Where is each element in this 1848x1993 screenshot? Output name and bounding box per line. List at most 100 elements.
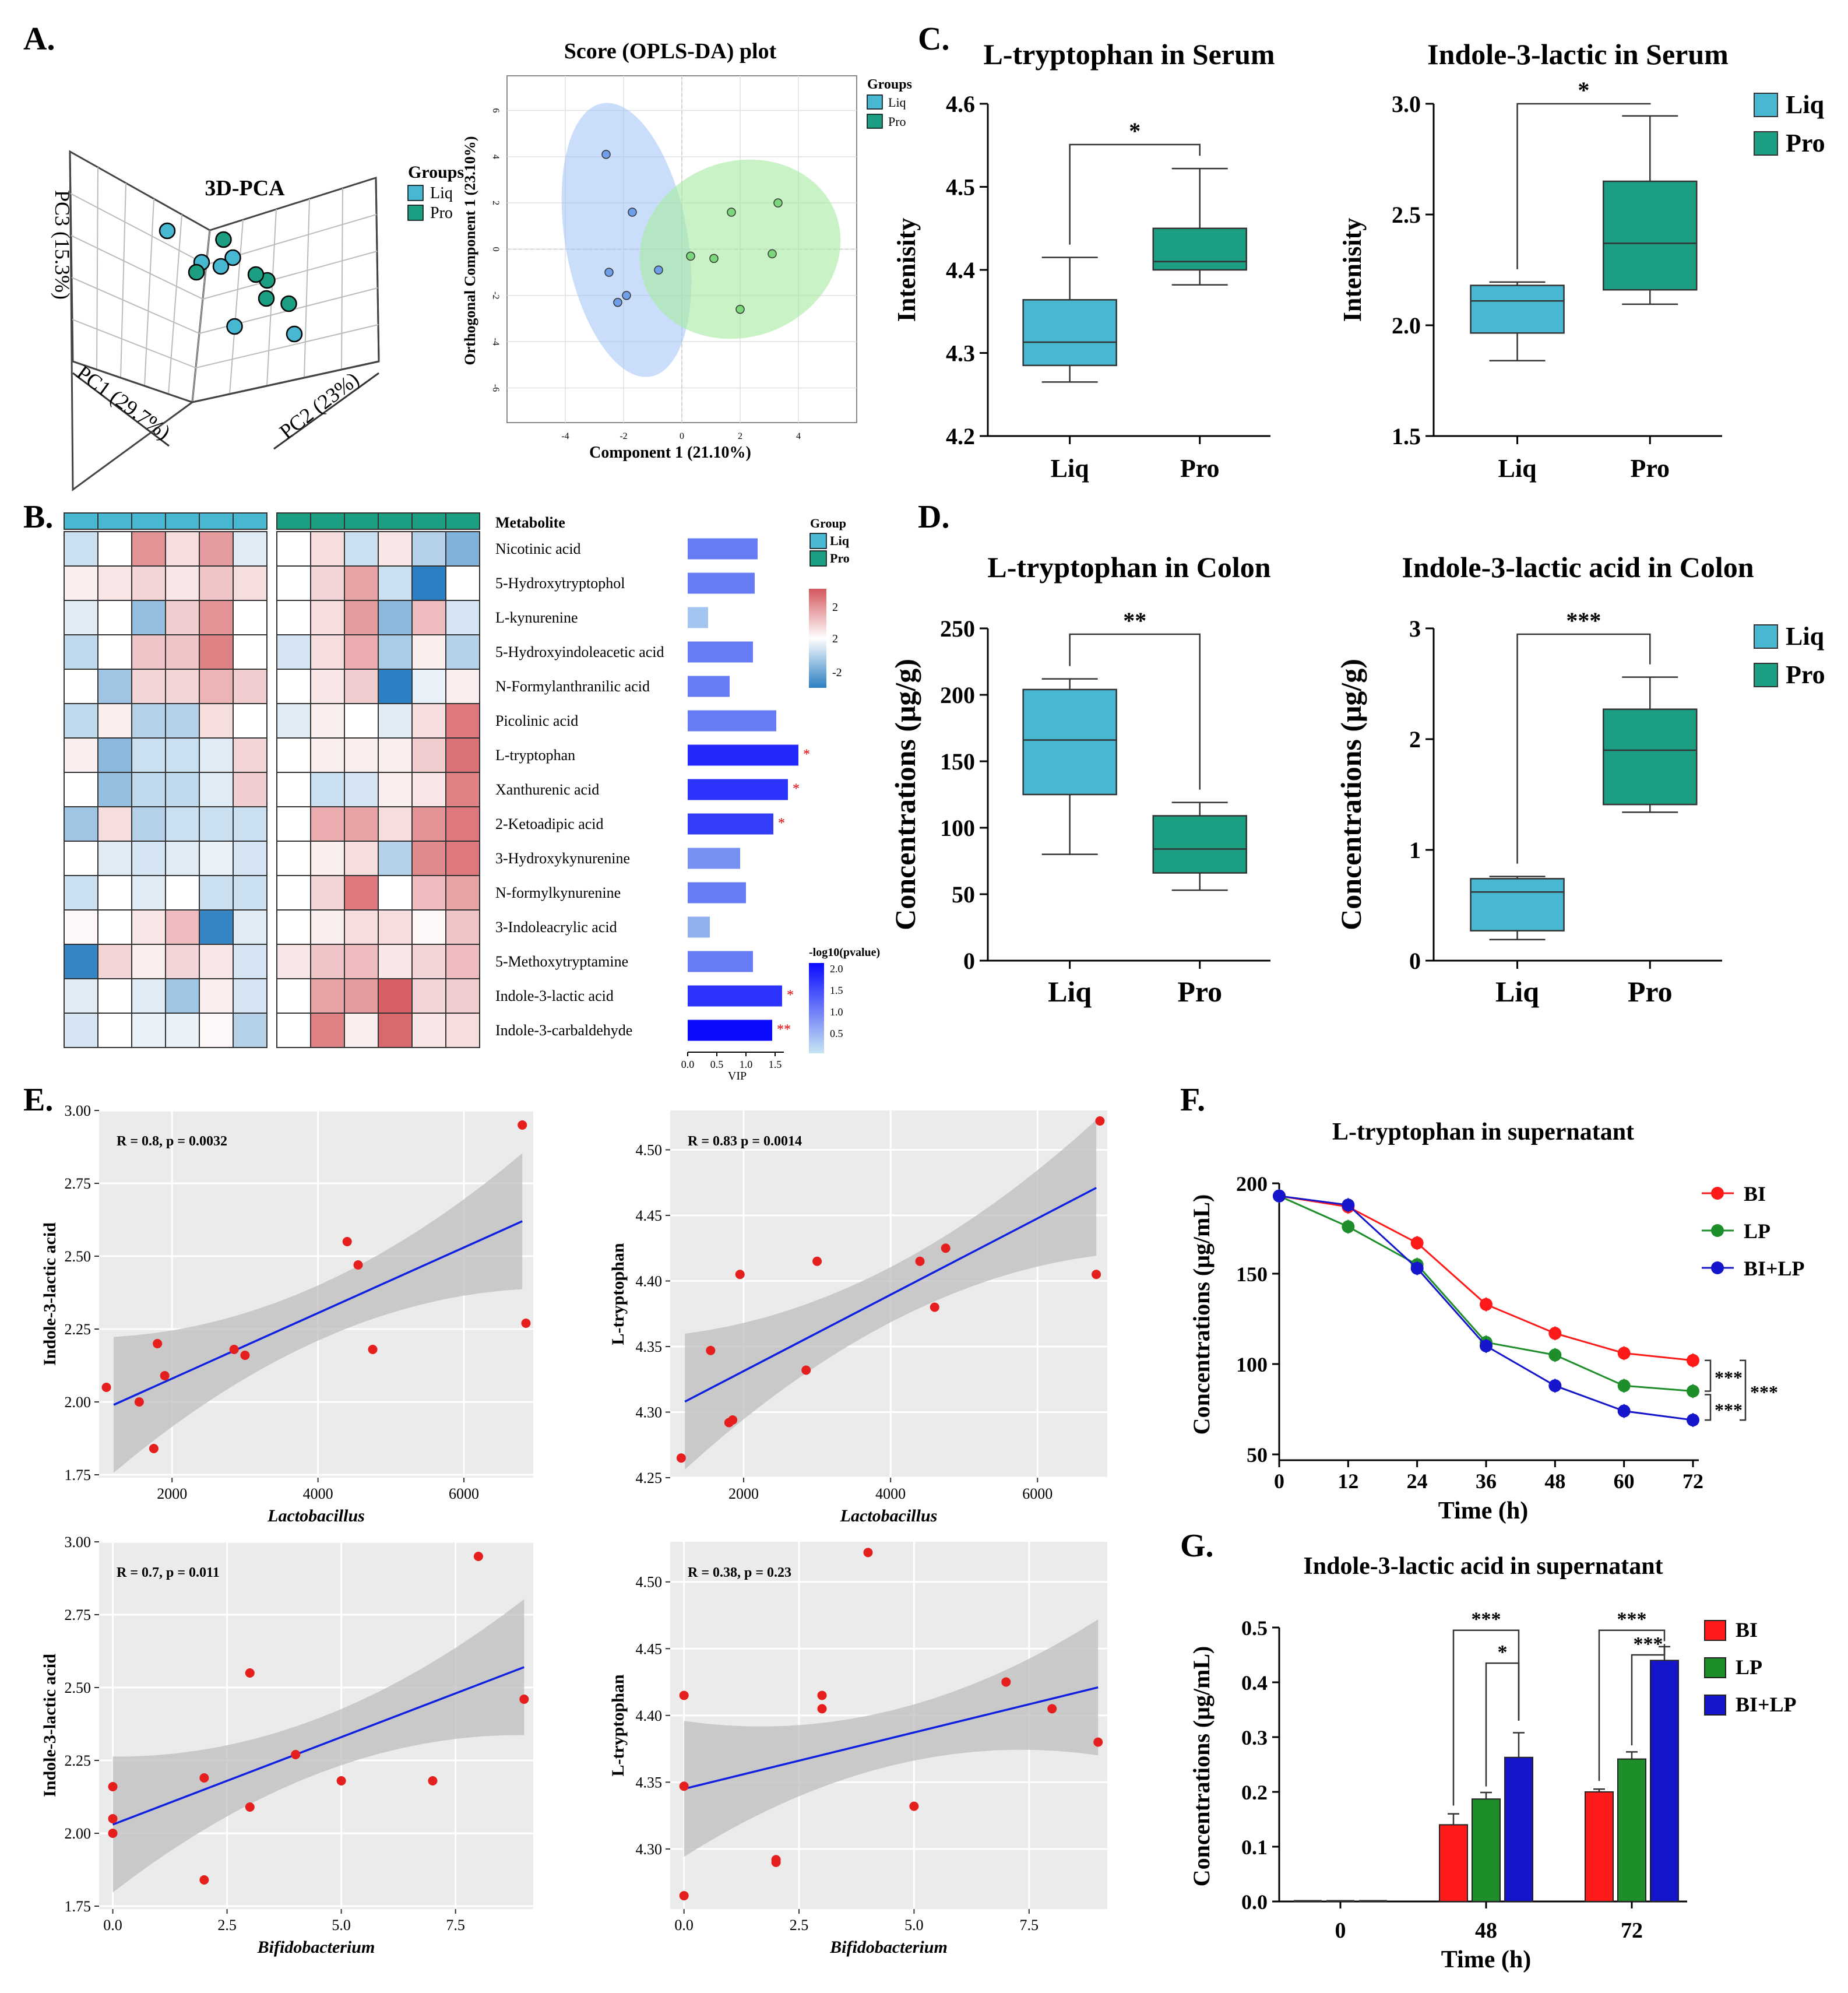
- heatmap-cell: [276, 841, 311, 876]
- scatter-ytick-label: 2.25: [65, 1321, 91, 1338]
- f-point: [1617, 1347, 1631, 1360]
- f-point: [1687, 1414, 1699, 1427]
- box-title: Indole-3-lactic in Serum: [1427, 38, 1729, 71]
- heatmap-cell: [233, 737, 267, 773]
- heatmap-cell: [64, 634, 98, 670]
- heatmap-cell: [64, 1013, 98, 1048]
- heatmap-cell: [131, 772, 166, 807]
- opls-xlabel: Component 1 (21.10%): [589, 444, 751, 462]
- heatmap-cell: [411, 565, 446, 601]
- g-bar-bi-lp: [1504, 1756, 1533, 1903]
- scatter-point: [240, 1351, 250, 1360]
- heatmap-cell: [411, 1013, 446, 1048]
- scatter-point: [153, 1339, 163, 1348]
- heatmap-cell: [310, 772, 345, 807]
- heatmap-cell: [310, 669, 345, 704]
- heatmap-cell: [131, 669, 166, 704]
- scatter-ytick-label: 3.00: [65, 1102, 91, 1119]
- scatter-point: [863, 1548, 873, 1558]
- heatmap-row-label: 5-Hydroxyindoleacetic acid: [495, 644, 664, 660]
- heatmap-legend-title: Group: [810, 516, 846, 530]
- heatmap-cell: [310, 909, 345, 945]
- heatmap-cell: [445, 806, 480, 842]
- opls-legend-swatch: [867, 94, 883, 110]
- heatmap-row-label: 5-Methoxytryptamine: [495, 953, 628, 970]
- pca-point: [212, 258, 230, 275]
- scatter-xlabel: Bifidobacterium: [829, 1938, 948, 1957]
- panel-letter-c: C.: [918, 21, 949, 57]
- scatter-point: [101, 1383, 111, 1392]
- vip-bar: [688, 710, 776, 732]
- heatmap-cell: [378, 565, 413, 601]
- box-pro: [1152, 227, 1247, 271]
- scatter-point: [679, 1781, 689, 1791]
- heatmap-cell: [310, 600, 345, 635]
- heatmap-cell: [233, 841, 267, 876]
- pca-point: [247, 266, 265, 283]
- f-legend-marker: [1711, 1187, 1724, 1200]
- panel-letter-g: G.: [1180, 1528, 1214, 1564]
- scatter-point: [199, 1875, 209, 1885]
- f-xtick-label: 24: [1407, 1470, 1428, 1493]
- scatter-stat-label: R = 0.38, p = 0.23: [688, 1565, 791, 1580]
- scatter-ytick-label: 4.35: [636, 1774, 663, 1791]
- f-xtick-label: 0: [1274, 1470, 1284, 1493]
- heatmap-cell: [165, 841, 200, 876]
- box-significance-label: *: [1129, 118, 1141, 144]
- opls-xtick: -4: [561, 431, 569, 441]
- box-liq: [1022, 688, 1117, 796]
- panel-letter-f: F.: [1180, 1082, 1205, 1118]
- box-ytick-label: 1.5: [1392, 423, 1421, 449]
- heatmap-cell: [411, 669, 446, 704]
- g-sig-bracket: [1598, 1629, 1666, 1781]
- opls-pro-ellipse: [639, 159, 841, 339]
- g-sig-label: ***: [1634, 1633, 1663, 1655]
- opls-ytick: -2: [491, 291, 501, 299]
- f-legend-marker: [1711, 1261, 1724, 1274]
- scatter-point: [518, 1120, 527, 1130]
- vip-bar: [688, 848, 740, 869]
- heatmap-cell: [344, 737, 379, 773]
- scatter-ytick-label: 4.40: [636, 1707, 663, 1724]
- vip-bar: [688, 882, 746, 904]
- f-xtick-label: 48: [1544, 1470, 1565, 1493]
- box-pro: [1603, 708, 1698, 806]
- opls-ytick: 2: [491, 201, 501, 205]
- scatter-ytick-label: 4.40: [636, 1273, 663, 1290]
- heatmap-cell: [131, 634, 166, 670]
- heatmap-cell: [233, 978, 267, 1014]
- heatmap-row-label: N-Formylanthranilic acid: [495, 678, 650, 695]
- opls-xtick: 2: [738, 431, 742, 441]
- heatmap-cell: [378, 669, 413, 704]
- scatter-point: [941, 1243, 951, 1253]
- scatter-e2: 4.25 4.30 4.35 4.40 4.45 4.50 2000 4000 6000 R = …: [608, 1110, 1107, 1525]
- vip-legend-tick: 0.5: [830, 1028, 843, 1039]
- box-ylabel: Intenisity: [892, 218, 921, 322]
- scatter-point: [368, 1345, 378, 1354]
- scatter-ytick-label: 1.75: [65, 1467, 91, 1484]
- heatmap-cell: [378, 978, 413, 1014]
- vip-tick-label: 0.5: [710, 1059, 724, 1070]
- heatmap-cell: [165, 669, 200, 704]
- scatter-ytick-label: 2.50: [65, 1248, 91, 1265]
- pca-legend-swatch: [407, 205, 424, 221]
- heatmap-group-cell: [64, 512, 98, 530]
- heatmap-group-cell: [199, 512, 234, 530]
- f-sig-bracket: [1705, 1359, 1712, 1392]
- oplsda-chart: -4 -2 0 2 4 -6 -4 -2 0 2 4 6 Score (OPLS-DA) plot Com…: [462, 39, 912, 462]
- pca-grid: [71, 277, 200, 334]
- box-significance-bracket: [1516, 103, 1651, 269]
- box-pro: [1603, 180, 1698, 291]
- opls-point-liq: [604, 268, 614, 277]
- heatmap-cell: [276, 806, 311, 842]
- heatmap-cell: [199, 669, 234, 704]
- heatmap-cell: [445, 600, 480, 635]
- heatmap-cell: [310, 806, 345, 842]
- pca-grid: [304, 198, 310, 378]
- heatmap-cell: [199, 978, 234, 1014]
- heatmap-cell: [411, 634, 446, 670]
- vip-bar: [688, 951, 753, 972]
- heatmap-cell: [411, 531, 446, 567]
- scatter-xtick-label: 7.5: [446, 1917, 465, 1934]
